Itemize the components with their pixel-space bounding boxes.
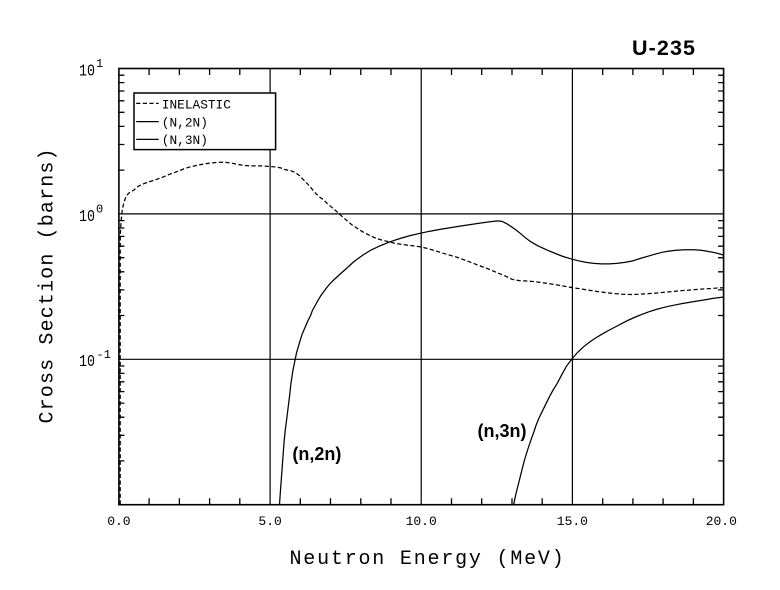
svg-text:0: 0 (96, 202, 103, 216)
svg-text:(N,3N): (N,3N) (162, 133, 208, 148)
svg-text:10: 10 (79, 353, 95, 372)
svg-text:10: 10 (79, 208, 95, 227)
svg-text:Neutron Energy (MeV): Neutron Energy (MeV) (290, 548, 566, 571)
svg-text:20.0: 20.0 (706, 514, 737, 529)
svg-text:1: 1 (96, 57, 103, 71)
svg-text:10.0: 10.0 (406, 514, 437, 529)
svg-text:U-235: U-235 (632, 36, 696, 60)
svg-text:Cross Section (barns): Cross Section (barns) (37, 147, 60, 423)
svg-text:10: 10 (79, 62, 95, 81)
svg-text:INELASTIC: INELASTIC (162, 98, 231, 113)
svg-text:0.0: 0.0 (107, 514, 130, 529)
svg-text:(N,2N): (N,2N) (162, 115, 208, 130)
svg-text:(n,3n): (n,3n) (478, 421, 527, 441)
svg-text:15.0: 15.0 (557, 514, 588, 529)
svg-text:5.0: 5.0 (258, 514, 281, 529)
svg-text:-1: -1 (97, 348, 111, 362)
svg-text:(n,2n): (n,2n) (292, 444, 341, 464)
